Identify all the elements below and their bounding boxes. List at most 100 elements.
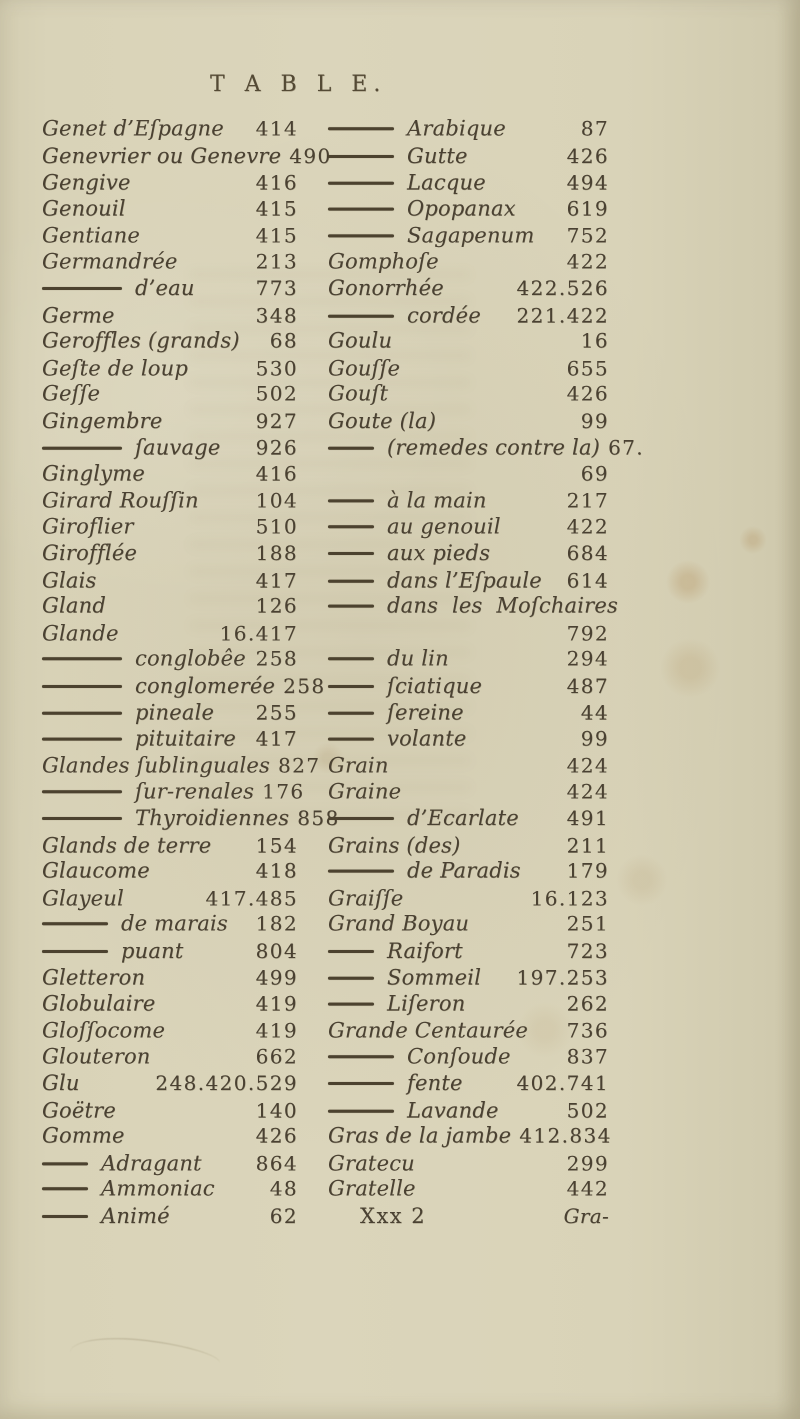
index-row: fente 402.741 — [328, 1070, 609, 1097]
ditto-dash — [328, 604, 374, 608]
index-row: Gouſſe 655 — [328, 355, 609, 382]
entry-page: 179 — [566, 858, 609, 883]
entry-title: Raifort — [387, 938, 463, 963]
entry-title: Gonorrhée — [328, 276, 444, 300]
index-row: Sagapenum 752 — [328, 222, 609, 249]
entry-page: 419 — [255, 1018, 298, 1043]
entry-page: 422 — [566, 248, 609, 273]
entry-title: Graiſſe — [328, 885, 404, 910]
entry-page: 251 — [566, 911, 609, 936]
index-row: Sommeil 197.253 — [328, 965, 609, 992]
entry-page: 294 — [566, 646, 609, 671]
index-row: 69 — [328, 460, 609, 487]
entry-title: Goute (la) — [328, 408, 437, 433]
index-row: Thyroidiennes 858 — [42, 805, 338, 832]
entry-page: 426 — [566, 143, 609, 168]
entry-title: conglomerée — [135, 673, 276, 698]
entry-page: 864 — [255, 1150, 298, 1175]
entry-title: Grand Boyau — [328, 911, 470, 936]
entry-title: ſereine — [387, 700, 464, 725]
index-row: 792 — [328, 620, 609, 647]
catchword: Gra- — [563, 1203, 609, 1228]
entry-page: 614 — [566, 568, 609, 593]
entry-page: 491 — [566, 806, 609, 830]
ditto-dash — [42, 657, 122, 661]
index-row: Geroffles (grands) 68 — [42, 328, 298, 355]
index-row: volante 99 — [328, 725, 609, 752]
entry-page: 926 — [255, 435, 298, 460]
ditto-dash — [42, 446, 122, 450]
index-row: Glands de terre 154 — [42, 832, 298, 859]
entry-title: Sommeil — [387, 965, 482, 990]
ditto-dash — [328, 1082, 394, 1085]
entry-page: 68 — [269, 328, 298, 353]
entry-page: 67. — [608, 435, 645, 460]
entry-title: Genouil — [42, 196, 126, 221]
entry-title: Sagapenum — [407, 223, 535, 248]
index-row: Goute (la) 99 — [328, 408, 609, 435]
entry-page: 736 — [566, 1018, 609, 1043]
index-row: Liſeron 262 — [328, 990, 609, 1017]
index-row: Arabique 87 — [328, 115, 609, 142]
ditto-dash — [42, 949, 108, 953]
index-column-left: Genet d’Eſpagne 414 Genevrier ou Genevre 49… — [42, 115, 338, 1229]
entry-page: 211 — [566, 833, 609, 858]
entry-page: 510 — [255, 513, 298, 538]
index-row: au genouil 422 — [328, 513, 609, 540]
entry-page: 752 — [566, 223, 609, 248]
index-row: Globulaire 419 — [42, 990, 298, 1017]
index-row: Goulu 16 — [328, 328, 609, 355]
entry-title: Gouſt — [328, 381, 389, 406]
entry-title: Glande — [42, 620, 119, 645]
entry-title: Goulu — [328, 328, 393, 353]
index-row: Geſte de loup 530 — [42, 355, 298, 382]
entry-title: Genet d’Eſpagne — [42, 116, 224, 141]
index-row: Gland 126 — [42, 593, 298, 620]
entry-title: Glu — [42, 1071, 80, 1095]
entry-page: 104 — [255, 488, 298, 513]
entry-title: Genevrier ou Genevre — [42, 143, 282, 168]
index-row: Graiſſe 16.123 — [328, 885, 609, 912]
index-row: Gouſt 426 — [328, 380, 609, 407]
entry-title: Adragant — [101, 1150, 202, 1175]
index-row: Gonorrhée 422.526 — [328, 275, 609, 302]
ditto-dash — [328, 817, 394, 820]
index-row: Geſſe 502 — [42, 380, 298, 407]
entry-page: 87 — [580, 116, 609, 141]
entry-title: Lacque — [407, 170, 486, 195]
ditto-dash — [328, 181, 394, 185]
index-row: Conſoude 837 — [328, 1043, 609, 1070]
entry-title: Geſte de loup — [42, 355, 188, 380]
index-row: Gentiane 415 — [42, 222, 298, 249]
entry-page: 792 — [566, 620, 609, 645]
entry-title: Gletteron — [42, 965, 146, 990]
ditto-dash — [328, 446, 374, 450]
entry-title: d’eau — [135, 276, 195, 300]
entry-page: 176 — [262, 778, 305, 803]
entry-page: 530 — [255, 355, 298, 380]
entry-title: Conſoude — [407, 1043, 511, 1068]
index-row: Glaucome 418 — [42, 858, 298, 885]
index-row: Genet d’Eſpagne 414 — [42, 115, 298, 142]
entry-page: 655 — [566, 355, 609, 380]
entry-title: Glayeul — [42, 885, 124, 910]
entry-title: Geſſe — [42, 381, 101, 406]
entry-page: 348 — [255, 303, 298, 328]
entry-title: Goëtre — [42, 1098, 116, 1123]
entry-page: 126 — [255, 593, 298, 618]
entry-page: 684 — [566, 541, 609, 565]
entry-title: Giroflier — [42, 513, 134, 538]
entry-page: 416 — [255, 170, 298, 195]
entry-title: Gland — [42, 593, 106, 618]
entry-title: à la main — [387, 488, 487, 513]
ditto-dash — [328, 499, 374, 503]
entry-title: ſur-renales — [135, 778, 255, 803]
index-row: Ginglyme 416 — [42, 460, 298, 487]
entry-title: Glandes ſublinguales — [42, 753, 270, 778]
index-row: Gras de la jambe 412.834 — [328, 1123, 610, 1150]
entry-title: Liſeron — [387, 991, 466, 1016]
index-row: conglomerée 258 — [42, 673, 324, 700]
index-row: de Paradis 179 — [328, 858, 609, 885]
entry-page: 299 — [566, 1150, 609, 1175]
